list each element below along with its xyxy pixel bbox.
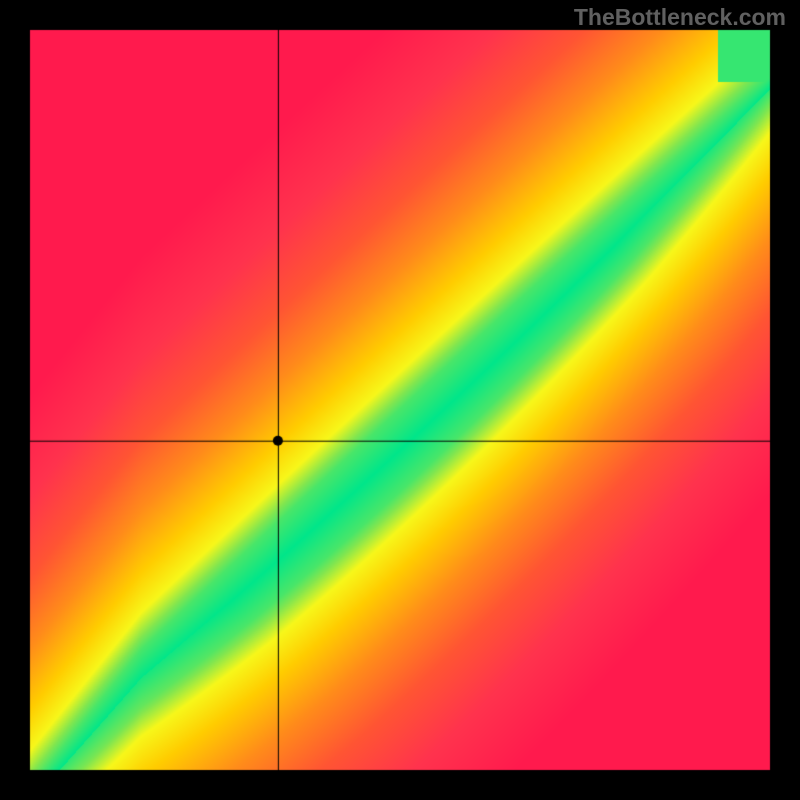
bottleneck-heatmap bbox=[0, 0, 800, 800]
watermark-text: TheBottleneck.com bbox=[574, 4, 786, 31]
chart-container: TheBottleneck.com bbox=[0, 0, 800, 800]
